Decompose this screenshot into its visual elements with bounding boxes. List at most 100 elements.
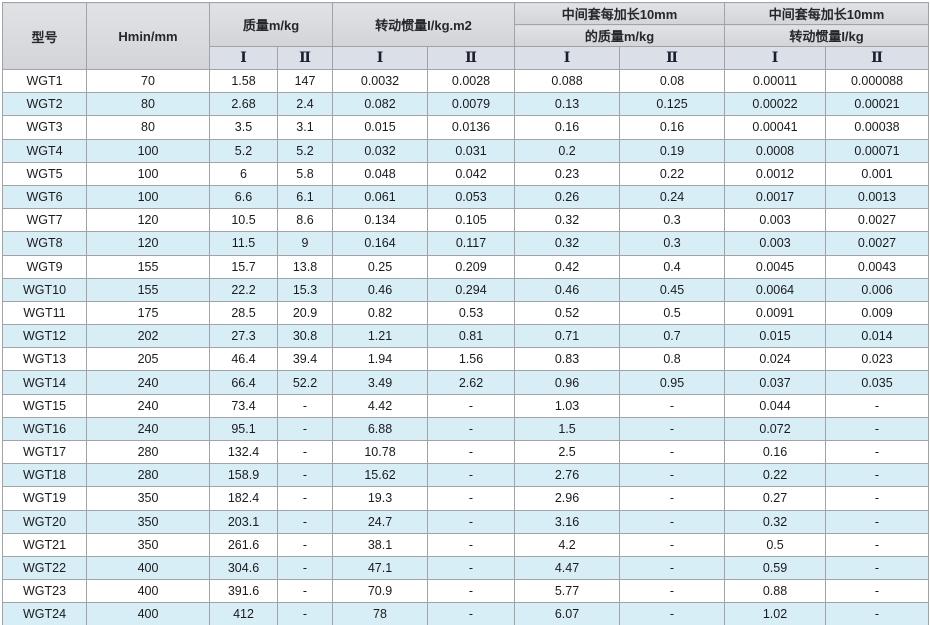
value-cell: - <box>619 416 726 442</box>
value-cell: - <box>426 393 516 418</box>
table-row: WGT24 400 412-78-6.07-1.02- <box>2 602 930 625</box>
value-cell: - <box>277 602 333 625</box>
value-cell: 0.044 <box>724 393 827 418</box>
value-cell: 240 <box>86 393 210 418</box>
value-cell: - <box>426 416 516 442</box>
value-cell: 0.88 <box>724 579 827 604</box>
value-cell: 22.2 <box>209 277 278 302</box>
subheader-inertia-1: Ⅰ <box>332 46 428 70</box>
value-cell: - <box>825 602 930 625</box>
header-group-ext-inertia-line1: 中间套每加长10mm <box>724 2 930 25</box>
value-cell: 4.47 <box>514 555 621 581</box>
value-cell: 0.46 <box>332 277 428 302</box>
subheader-ext-mass-1: Ⅰ <box>514 46 621 70</box>
value-cell: 261.6 <box>209 532 278 557</box>
value-cell: - <box>619 602 726 625</box>
model-cell: WGT19 <box>2 486 87 511</box>
value-cell: 0.0027 <box>825 208 930 233</box>
subheader-ext-inertia-1: Ⅰ <box>724 46 827 70</box>
value-cell: - <box>426 439 516 465</box>
table-header: 型号 Hmin/mm 质量m/kg 转动惯量I/kg.m2 中间套每加长10mm… <box>2 2 930 70</box>
value-cell: - <box>277 486 333 511</box>
value-cell: 3.49 <box>332 370 428 395</box>
value-cell: 0.164 <box>332 231 428 256</box>
value-cell: 0.23 <box>514 161 621 186</box>
subheader-ext-mass-2: Ⅱ <box>619 46 726 70</box>
value-cell: 0.001 <box>825 161 930 186</box>
value-cell: 19.3 <box>332 486 428 511</box>
value-cell: 0.32 <box>514 208 621 233</box>
table-row: WGT22 400 304.6-47.1-4.47-0.59- <box>2 555 930 581</box>
value-cell: - <box>825 439 930 465</box>
model-cell: WGT1 <box>2 68 87 94</box>
table-row: WGT20 350 203.1-24.7-3.16-0.32- <box>2 509 930 534</box>
value-cell: 8.6 <box>277 208 333 233</box>
value-cell: 0.031 <box>426 138 516 163</box>
value-cell: 24.7 <box>332 509 428 534</box>
value-cell: 2.5 <box>514 439 621 465</box>
value-cell: 13.8 <box>277 254 333 279</box>
subheader-ext-inertia-2: Ⅱ <box>825 46 930 70</box>
value-cell: 0.0012 <box>724 161 827 186</box>
model-cell: WGT21 <box>2 532 87 557</box>
model-cell: WGT15 <box>2 393 87 418</box>
value-cell: 0.0091 <box>724 300 827 326</box>
value-cell: - <box>277 509 333 534</box>
value-cell: 2.4 <box>277 92 333 117</box>
table-row: WGT3 80 3.5 3.1 0.015 0.0136 0.16 0.16 0.00041 0.… <box>2 115 930 140</box>
value-cell: 47.1 <box>332 555 428 581</box>
value-cell: 30.8 <box>277 324 333 349</box>
value-cell: - <box>277 579 333 604</box>
value-cell: 1.58 <box>209 68 278 94</box>
table-row: WGT18 280 158.9-15.62-2.76-0.22- <box>2 463 930 488</box>
value-cell: - <box>619 579 726 604</box>
value-cell: - <box>426 486 516 511</box>
value-cell: - <box>619 509 726 534</box>
value-cell: - <box>426 555 516 581</box>
value-cell: 6.6 <box>209 184 278 210</box>
value-cell: 0.00021 <box>825 92 930 117</box>
value-cell: - <box>426 509 516 534</box>
value-cell: 0.0045 <box>724 254 827 279</box>
value-cell: 15.62 <box>332 463 428 488</box>
value-cell: 0.16 <box>724 439 827 465</box>
value-cell: 100 <box>86 161 210 186</box>
model-cell: WGT23 <box>2 579 87 604</box>
value-cell: 4.42 <box>332 393 428 418</box>
model-cell: WGT11 <box>2 300 87 326</box>
header-group-ext-inertia-line2: 转动惯量I/kg <box>724 24 930 47</box>
value-cell: 0.2 <box>514 138 621 163</box>
header-group-inertia: 转动惯量I/kg.m2 <box>331 2 516 47</box>
value-cell: 0.22 <box>619 161 726 186</box>
table-row: WGT13 205 46.4 39.4 1.94 1.56 0.83 0.8 0.024 0.02… <box>2 347 930 372</box>
value-cell: - <box>277 439 333 465</box>
value-cell: - <box>426 579 516 604</box>
model-cell: WGT18 <box>2 463 87 488</box>
model-cell: WGT5 <box>2 161 87 186</box>
subheader-inertia-2: Ⅱ <box>426 46 516 70</box>
value-cell: 0.42 <box>514 254 621 279</box>
value-cell: 5.2 <box>277 138 333 163</box>
value-cell: 0.81 <box>426 324 516 349</box>
value-cell: 0.015 <box>332 115 428 140</box>
value-cell: 0.53 <box>426 300 516 326</box>
value-cell: 0.32 <box>514 231 621 256</box>
value-cell: 5.8 <box>277 161 333 186</box>
header-row-3: Ⅰ Ⅱ Ⅰ Ⅱ Ⅰ Ⅱ Ⅰ Ⅱ <box>3 46 930 70</box>
value-cell: 38.1 <box>332 532 428 557</box>
value-cell: - <box>426 532 516 557</box>
table-row: WGT4 100 5.2 5.2 0.032 0.031 0.2 0.19 0.0008 0.00… <box>2 138 930 163</box>
table-row: WGT14 240 66.4 52.2 3.49 2.62 0.96 0.95 0.037 0.0… <box>2 370 930 395</box>
value-cell: 0.037 <box>724 370 827 395</box>
table-row: WGT19 350 182.4-19.3-2.96-0.27- <box>2 486 930 511</box>
value-cell: 205 <box>86 347 210 372</box>
value-cell: 0.16 <box>514 115 621 140</box>
value-cell: 0.0017 <box>724 184 827 210</box>
value-cell: - <box>825 555 930 581</box>
value-cell: - <box>825 486 930 511</box>
value-cell: 0.71 <box>514 324 621 349</box>
value-cell: 27.3 <box>209 324 278 349</box>
model-cell: WGT20 <box>2 509 87 534</box>
value-cell: 0.0013 <box>825 184 930 210</box>
value-cell: - <box>619 486 726 511</box>
